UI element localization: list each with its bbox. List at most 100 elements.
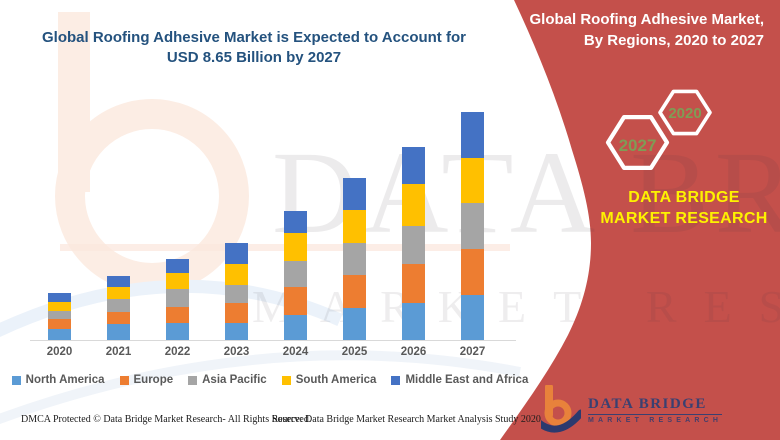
year-label: 2021 (105, 346, 132, 358)
bar-column-2027 (443, 100, 502, 340)
legend-label: South America (295, 374, 377, 386)
bar-segment (402, 225, 425, 264)
banner-heading: Global Roofing Adhesive Market, By Regio… (529, 11, 764, 49)
bar-segment (166, 322, 189, 340)
bar-column-2026 (384, 100, 443, 340)
bar-segment (284, 233, 307, 261)
bar-segment (225, 322, 248, 340)
watermark-text-line2: MARKET RESEARCH (252, 281, 780, 332)
bar-column-2024 (266, 100, 325, 340)
year-label: 2025 (341, 346, 368, 358)
chart-legend: North America Europe Asia Pacific South Ame… (11, 374, 528, 386)
bar-stack (284, 211, 307, 340)
bar-segment (107, 276, 130, 288)
bar-segment (107, 299, 130, 312)
bar-segment (107, 287, 130, 300)
bar-segment (225, 285, 248, 303)
legend-item: Asia Pacific (188, 374, 267, 386)
hexagon-2027-icon (605, 114, 670, 170)
bar-segment (461, 203, 484, 249)
bar-segment (343, 307, 366, 340)
hexagon-2020-icon (658, 89, 712, 136)
page-title: Global Roofing Adhesive Market is Expect… (42, 29, 466, 67)
brand-text: DATA BRIDGE MARKET RESEARCH (600, 189, 768, 227)
company-logo-name: DATA BRIDGE (588, 396, 723, 415)
bar-column-2023 (207, 100, 266, 340)
legend-swatch-icon (391, 375, 401, 385)
legend-label: Asia Pacific (202, 374, 267, 386)
bar-segment (166, 273, 189, 290)
bar-stack (461, 112, 484, 340)
bar-segment (402, 184, 425, 226)
bar-column-2021 (89, 100, 148, 340)
bar-segment (402, 302, 425, 340)
bar-segment (107, 311, 130, 325)
legend-item: Europe (119, 374, 174, 386)
legend-item: South America (281, 374, 377, 386)
hexagon-2027-label: 2027 (618, 136, 657, 155)
year-label: 2024 (282, 346, 309, 358)
bar-column-2022 (148, 100, 207, 340)
bar-segment (107, 324, 130, 340)
bar-stack (166, 258, 189, 340)
year-label: 2020 (46, 346, 73, 358)
bar-column-2020 (30, 100, 89, 340)
bar-segment (284, 314, 307, 340)
bar-segment (225, 242, 248, 264)
company-logo-icon (541, 385, 581, 433)
hexagon-2020-label: 2020 (668, 105, 702, 122)
bar-segment (343, 210, 366, 244)
watermark-logo-bowl (55, 99, 249, 293)
legend-swatch-icon (11, 375, 21, 385)
legend-label: Europe (133, 374, 174, 386)
bar-stack (48, 292, 71, 340)
year-label: 2027 (459, 346, 486, 358)
legend-swatch-icon (281, 375, 291, 385)
bar-segment (225, 302, 248, 323)
legend-item: North America (11, 374, 105, 386)
bar-segment (461, 112, 484, 158)
bar-segment (343, 243, 366, 276)
legend-item: Middle East and Africa (391, 374, 528, 386)
bar-segment (461, 248, 484, 295)
bar-stack (107, 276, 130, 340)
x-axis-labels: 2020 2021 2022 2023 2024 2025 2026 2027 (30, 346, 502, 358)
footer-source-text: Source: Data Bridge Market Research Mark… (272, 414, 541, 425)
watermark-swoosh-lower (0, 350, 521, 425)
bar-segment (343, 177, 366, 211)
bar-segment (225, 263, 248, 286)
bar-segment (166, 289, 189, 307)
legend-label: Middle East and Africa (405, 374, 529, 386)
bar-stack (343, 177, 366, 340)
bar-segment (402, 146, 425, 185)
plot-area (30, 100, 502, 340)
company-logo: DATA BRIDGE MARKET RESEARCH (541, 384, 771, 436)
bar-segment (48, 292, 71, 302)
bar-segment (284, 260, 307, 287)
bar-segment (284, 211, 307, 234)
bar-segment (166, 258, 189, 274)
footer-dmca-text: DMCA Protected © Data Bridge Market Rese… (21, 414, 312, 425)
bar-stack (225, 242, 248, 340)
legend-swatch-icon (119, 375, 129, 385)
year-label: 2023 (223, 346, 250, 358)
bar-segment (402, 263, 425, 303)
bar-segment (461, 157, 484, 204)
legend-swatch-icon (188, 375, 198, 385)
bar-segment (48, 329, 71, 340)
year-label: 2026 (400, 346, 427, 358)
bar-segment (461, 295, 484, 340)
bar-segment (48, 319, 71, 330)
company-logo-tagline: MARKET RESEARCH (588, 417, 723, 424)
bar-segment (48, 301, 71, 311)
legend-label: North America (25, 374, 105, 386)
bar-segment (48, 310, 71, 320)
bar-segment (166, 306, 189, 323)
bar-segment (343, 275, 366, 308)
bar-stack (402, 146, 425, 340)
year-label: 2022 (164, 346, 191, 358)
x-axis-line (30, 340, 516, 341)
bar-column-2025 (325, 100, 384, 340)
